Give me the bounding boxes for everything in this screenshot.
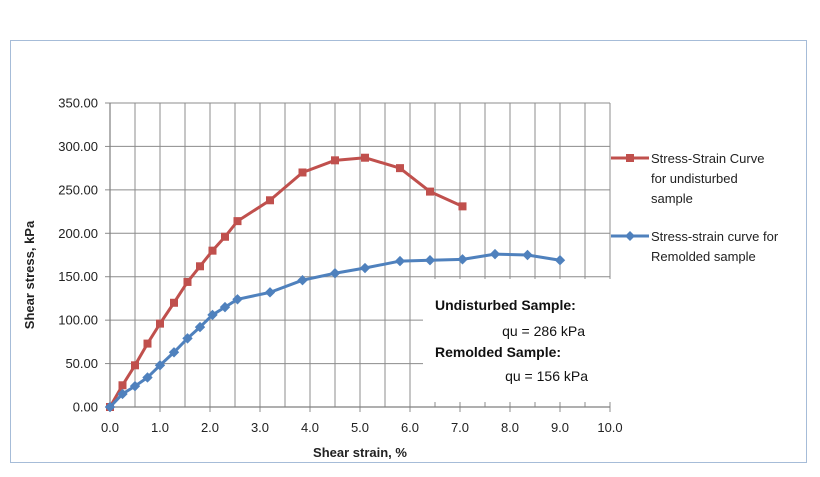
annotation-line: Undisturbed Sample: xyxy=(435,297,576,313)
y-tick-label: 300.00 xyxy=(58,139,98,154)
data-point xyxy=(396,164,404,173)
data-point xyxy=(457,254,468,265)
x-tick-label: 1.0 xyxy=(151,420,169,435)
annotation-line: qu = 156 kPa xyxy=(505,368,588,384)
data-point xyxy=(168,347,180,358)
x-tick-label: 4.0 xyxy=(301,420,319,435)
data-point xyxy=(361,153,369,162)
annotation-box: Undisturbed Sample: qu = 286 kPa Remolded … xyxy=(423,279,645,402)
data-point xyxy=(207,309,218,321)
legend-marker xyxy=(625,231,635,241)
series-1 xyxy=(106,153,467,411)
data-point xyxy=(264,287,276,298)
y-tick-label: 100.00 xyxy=(58,313,98,328)
annotation-line: qu = 286 kPa xyxy=(502,323,585,339)
chart-frame: 0.00 50.00 100.00 150.00 200.00 250.00 300.00 3… xyxy=(10,40,807,463)
data-point xyxy=(142,372,153,383)
data-point xyxy=(394,255,406,267)
data-point xyxy=(104,401,116,413)
data-point xyxy=(117,388,128,400)
x-tick-label: 6.0 xyxy=(401,420,419,435)
data-point xyxy=(489,248,501,260)
data-point xyxy=(183,277,192,286)
y-tick-label: 150.00 xyxy=(58,269,98,284)
data-point xyxy=(170,298,178,307)
legend-label: Stress-Strain Curve xyxy=(651,151,764,166)
x-tick-label: 5.0 xyxy=(351,420,369,435)
data-point xyxy=(156,319,164,328)
data-point xyxy=(424,255,436,266)
legend-marker xyxy=(626,154,634,162)
data-point xyxy=(329,268,341,279)
data-point xyxy=(182,333,193,344)
x-tick-label: 3.0 xyxy=(251,420,269,435)
legend-label: for undisturbed xyxy=(651,171,738,186)
x-tick-label: 0.0 xyxy=(101,420,119,435)
y-tick-label: 250.00 xyxy=(58,182,98,197)
x-tick-label: 7.0 xyxy=(451,420,469,435)
data-point xyxy=(426,187,434,196)
y-tick-label: 200.00 xyxy=(58,226,98,241)
chart-svg: 0.00 50.00 100.00 150.00 200.00 250.00 300.00 3… xyxy=(22,96,779,461)
x-axis-title: Shear strain, % xyxy=(313,445,407,460)
data-point xyxy=(154,360,166,371)
data-point xyxy=(221,232,229,241)
x-tick-label: 10.0 xyxy=(597,420,622,435)
data-point xyxy=(196,262,204,271)
data-point xyxy=(194,321,206,333)
data-point xyxy=(143,339,152,348)
y-tick-label: 0.00 xyxy=(73,400,98,415)
legend-entry: Stress-Strain Curve for undisturbed sample xyxy=(611,151,764,206)
data-point xyxy=(331,156,339,165)
annotation-background xyxy=(423,279,645,402)
data-point xyxy=(458,202,467,211)
data-point xyxy=(131,361,139,370)
data-point xyxy=(232,294,243,305)
legend-label: Remolded sample xyxy=(651,249,756,264)
x-tick-label: 8.0 xyxy=(501,420,519,435)
x-tick-label: 9.0 xyxy=(551,420,569,435)
legend-entry: Stress-strain curve for Remolded sample xyxy=(611,229,779,264)
data-point xyxy=(522,249,533,261)
y-tick-label: 50.00 xyxy=(65,356,98,371)
data-point xyxy=(233,217,242,226)
annotation-line: Remolded Sample: xyxy=(435,344,561,360)
data-point xyxy=(266,196,274,205)
y-axis-title: Shear stress, kPa xyxy=(22,220,37,329)
legend-label: Stress-strain curve for xyxy=(651,229,779,244)
data-point xyxy=(118,381,127,390)
x-tick-label: 2.0 xyxy=(201,420,219,435)
data-point xyxy=(359,262,371,274)
legend-label: sample xyxy=(651,191,693,206)
data-point xyxy=(298,168,307,177)
y-tick-label: 350.00 xyxy=(58,96,98,111)
data-point xyxy=(208,246,217,255)
axes: 0.00 50.00 100.00 150.00 200.00 250.00 300.00 3… xyxy=(22,96,623,461)
data-point xyxy=(219,301,231,313)
data-point xyxy=(554,255,566,266)
legend: Stress-Strain Curve for undisturbed sample… xyxy=(611,151,779,264)
